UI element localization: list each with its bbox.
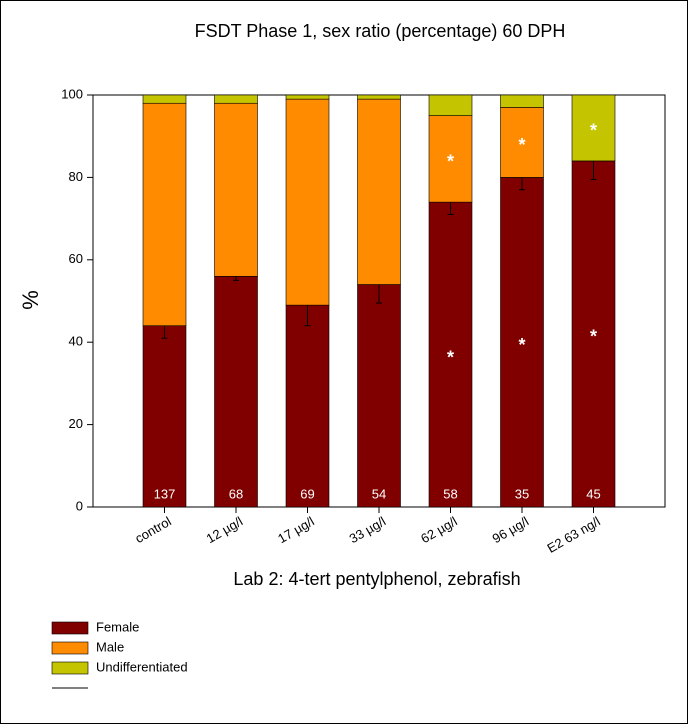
bar-segment	[428, 115, 473, 203]
legend-swatch	[51, 661, 89, 675]
count-label: 58	[443, 486, 457, 501]
y-tick-label: 40	[69, 334, 83, 349]
bar-segment	[428, 94, 473, 116]
y-tick-label: 100	[61, 86, 83, 101]
bar-segment	[285, 94, 330, 100]
bar-segment	[214, 94, 258, 104]
bar-segment	[357, 284, 401, 508]
count-label: 68	[229, 486, 243, 501]
legend-label: Female	[96, 619, 139, 634]
bar-segment	[142, 102, 187, 327]
count-label: 35	[515, 486, 529, 501]
bar-segment	[142, 94, 187, 104]
y-axis-label: %	[18, 290, 43, 310]
bar-segment	[357, 98, 401, 285]
bar-segment	[214, 102, 258, 277]
y-tick-label: 80	[69, 169, 83, 184]
bar-segment	[285, 304, 330, 508]
count-label: 137	[154, 486, 176, 501]
legend-label: Undifferentiated	[96, 659, 188, 674]
significance-marker: *	[518, 135, 525, 155]
y-tick-label: 20	[69, 416, 83, 431]
bar-segment	[500, 107, 544, 178]
legend-label: Male	[96, 639, 124, 654]
count-label: 69	[300, 486, 314, 501]
chart-title: FSDT Phase 1, sex ratio (percentage) 60 …	[195, 21, 566, 41]
count-label: 54	[372, 486, 386, 501]
bar-segment	[285, 98, 330, 306]
significance-marker: *	[447, 152, 454, 172]
count-label: 45	[586, 486, 600, 501]
legend-swatch	[51, 621, 89, 635]
significance-marker: *	[590, 327, 597, 347]
y-tick-label: 0	[76, 498, 83, 513]
significance-marker: *	[518, 335, 525, 355]
bar-segment	[357, 94, 401, 100]
significance-marker: *	[590, 121, 597, 141]
legend-swatch	[51, 641, 89, 655]
bar-segment	[500, 94, 544, 108]
significance-marker: *	[447, 347, 454, 367]
x-axis-label: Lab 2: 4-tert pentylphenol, zebrafish	[233, 569, 520, 589]
y-tick-label: 60	[69, 251, 83, 266]
bar-segment	[142, 325, 187, 508]
bar-segment	[571, 94, 616, 162]
bar-segment	[214, 275, 258, 508]
bar-segment	[571, 160, 616, 508]
